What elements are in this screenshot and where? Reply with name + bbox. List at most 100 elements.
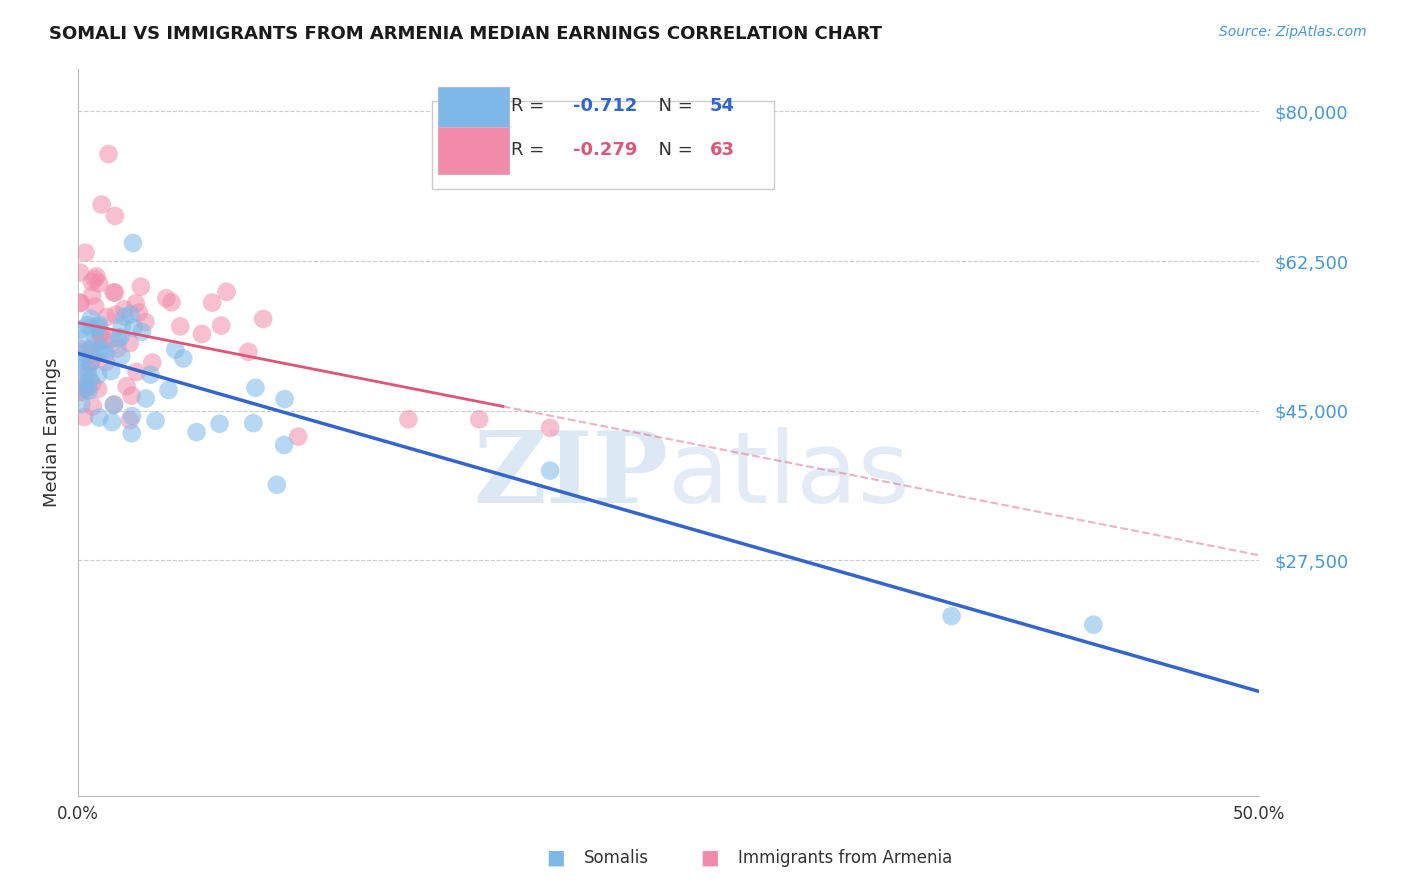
Point: [125, 365, 148, 379]
Text: -0.712: -0.712: [572, 97, 637, 115]
Point: [87, 319, 110, 334]
Point: [73, 345, 96, 359]
Text: Somalis: Somalis: [583, 849, 648, 867]
Point: [87, 368, 110, 382]
Text: Immigrants from Armenia: Immigrants from Armenia: [738, 849, 952, 867]
Point: [76, 362, 98, 376]
Point: [273, 392, 295, 406]
Point: [72, 385, 94, 400]
Point: [215, 285, 238, 299]
Point: [134, 315, 156, 329]
Point: [101, 332, 124, 346]
Point: [141, 356, 163, 370]
Text: 63: 63: [710, 141, 734, 159]
Point: [121, 389, 143, 403]
Point: [69, 342, 91, 356]
Point: [169, 319, 191, 334]
Point: [100, 364, 122, 378]
Text: R =: R =: [512, 141, 550, 159]
Point: [70, 360, 93, 375]
Point: [114, 310, 136, 324]
Point: [77, 343, 100, 358]
Point: [69, 296, 91, 310]
Point: [80, 288, 103, 302]
Point: [80, 311, 103, 326]
Text: ZIP: ZIP: [474, 427, 668, 524]
Point: [69, 353, 91, 368]
Point: [80, 355, 103, 369]
Point: [238, 344, 260, 359]
FancyBboxPatch shape: [437, 87, 509, 134]
Point: [245, 381, 267, 395]
Point: [118, 413, 141, 427]
Point: [79, 373, 101, 387]
Point: [69, 332, 91, 346]
Point: [104, 308, 127, 322]
Point: [77, 384, 100, 398]
Point: [121, 409, 143, 423]
Point: [103, 285, 125, 300]
Point: [266, 477, 288, 491]
Point: [155, 291, 177, 305]
Point: [128, 305, 150, 319]
Point: [94, 355, 117, 369]
Point: [69, 322, 91, 336]
Point: [79, 357, 101, 371]
Point: [396, 412, 419, 426]
Point: [538, 421, 561, 435]
Point: [122, 320, 145, 334]
Point: [160, 295, 183, 310]
Point: [69, 384, 91, 399]
Point: [94, 346, 117, 360]
Point: [97, 147, 120, 161]
Point: [82, 376, 104, 391]
Text: N =: N =: [647, 97, 699, 115]
Point: [87, 382, 110, 396]
Text: Source: ZipAtlas.com: Source: ZipAtlas.com: [1219, 25, 1367, 39]
Text: atlas: atlas: [668, 427, 910, 524]
Point: [101, 415, 124, 429]
Point: [242, 416, 264, 430]
Text: ▪: ▪: [546, 844, 565, 872]
Point: [76, 382, 98, 396]
Point: [129, 279, 152, 293]
Point: [104, 209, 127, 223]
Point: [111, 318, 134, 333]
Point: [120, 307, 142, 321]
Point: [201, 295, 224, 310]
Point: [252, 312, 274, 326]
Point: [80, 320, 103, 334]
Point: [104, 285, 127, 300]
Point: [165, 343, 187, 357]
Point: [89, 318, 111, 332]
Point: [86, 269, 108, 284]
Point: [89, 410, 111, 425]
Point: [186, 425, 208, 439]
Text: ▪: ▪: [700, 844, 720, 872]
Point: [79, 342, 101, 356]
Point: [538, 464, 561, 478]
Point: [172, 351, 194, 366]
Point: [75, 381, 97, 395]
Point: [90, 326, 112, 341]
Point: [145, 414, 167, 428]
Point: [89, 277, 111, 291]
Point: [115, 379, 138, 393]
Point: [76, 368, 98, 383]
Point: [87, 335, 110, 350]
Point: [103, 397, 125, 411]
Point: [107, 342, 129, 356]
Point: [208, 417, 231, 431]
Point: [70, 397, 93, 411]
Point: [273, 438, 295, 452]
Point: [107, 331, 129, 345]
Point: [84, 300, 107, 314]
Point: [93, 343, 115, 358]
Point: [75, 377, 97, 392]
Text: R =: R =: [512, 97, 550, 115]
Point: [287, 429, 309, 443]
Text: -0.279: -0.279: [572, 141, 637, 159]
Point: [89, 326, 111, 340]
Point: [73, 409, 96, 424]
Point: [80, 354, 103, 368]
